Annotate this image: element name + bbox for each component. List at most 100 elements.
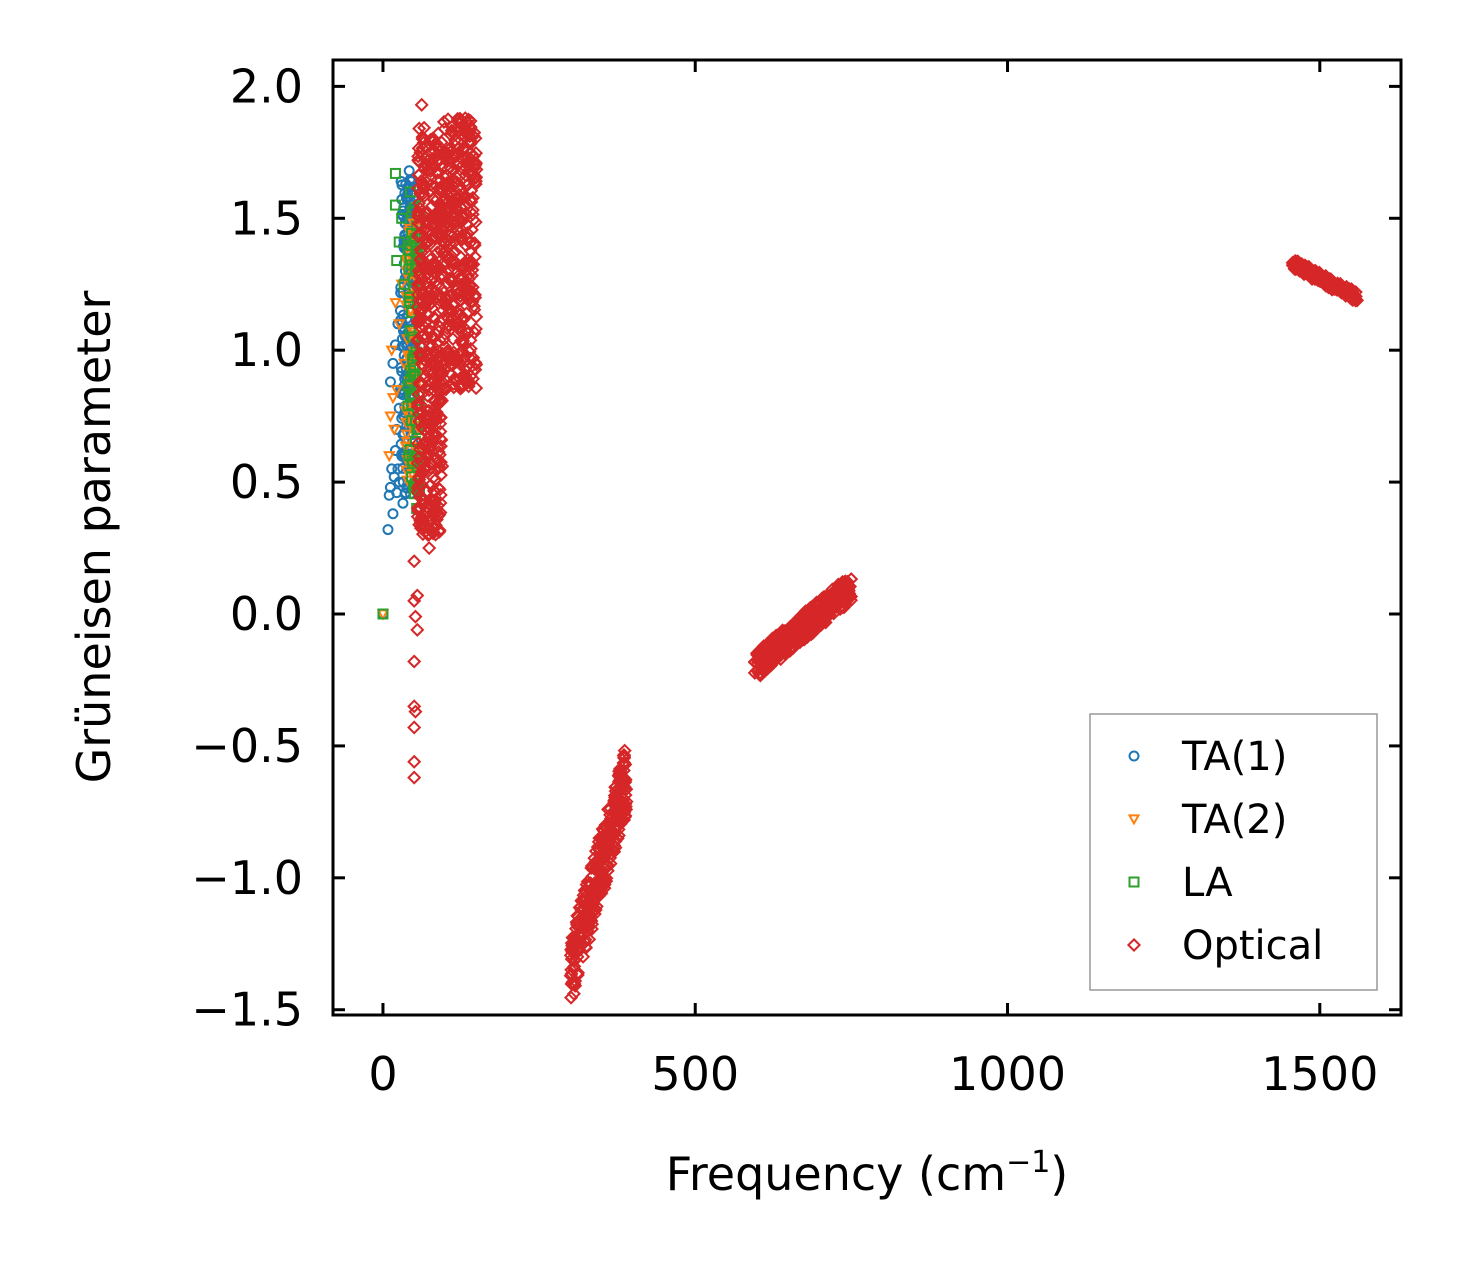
point-optical xyxy=(457,259,472,274)
point-optical xyxy=(618,796,633,811)
point-optical xyxy=(467,158,482,173)
point-ta-1- xyxy=(394,305,406,317)
point-optical xyxy=(412,478,427,493)
point-optical xyxy=(466,350,481,365)
point-optical xyxy=(407,720,422,735)
point-ta-2- xyxy=(399,406,412,418)
point-optical xyxy=(446,317,461,332)
point-ta-1- xyxy=(389,444,401,456)
point-optical xyxy=(1301,259,1316,274)
y-tick-label: 0.0 xyxy=(230,587,303,641)
point-optical xyxy=(466,299,481,314)
point-optical xyxy=(454,325,469,340)
point-optical xyxy=(412,268,427,284)
point-optical xyxy=(407,699,422,714)
point-optical xyxy=(753,649,768,664)
legend-marker-la xyxy=(1128,876,1140,888)
point-optical xyxy=(437,236,452,251)
point-optical xyxy=(437,121,452,136)
point-optical xyxy=(793,632,808,648)
point-ta-1- xyxy=(403,165,415,177)
point-optical xyxy=(413,305,428,320)
point-optical xyxy=(464,268,479,283)
point-optical xyxy=(617,812,632,828)
point-optical xyxy=(428,430,443,445)
point-optical xyxy=(454,380,469,395)
point-optical xyxy=(760,661,775,676)
point-optical xyxy=(407,554,422,569)
point-optical xyxy=(596,839,611,854)
y-tick-label: 1.0 xyxy=(230,323,303,377)
y-tick-label: −0.5 xyxy=(191,719,303,773)
point-optical xyxy=(579,940,594,955)
x-axis-label: Frequency (cm−1) xyxy=(666,1145,1069,1201)
point-la xyxy=(377,608,389,620)
point-optical xyxy=(438,146,453,161)
point-optical xyxy=(591,888,607,904)
point-optical xyxy=(770,646,786,661)
point-optical xyxy=(468,321,483,336)
point-optical xyxy=(466,128,481,143)
point-optical xyxy=(419,329,434,344)
point-optical xyxy=(459,174,474,189)
point-optical xyxy=(611,774,626,789)
point-optical xyxy=(417,209,432,224)
point-optical xyxy=(608,790,623,805)
point-ta-2- xyxy=(390,385,403,397)
point-optical xyxy=(413,186,428,201)
x-axis-label-superscript: −1 xyxy=(1006,1145,1050,1180)
point-la xyxy=(389,167,401,179)
point-ta-1- xyxy=(387,357,399,369)
point-optical xyxy=(786,635,801,650)
point-optical xyxy=(439,168,454,183)
y-tick-label: 2.0 xyxy=(230,59,303,113)
legend-marker-ta-2- xyxy=(1127,814,1141,826)
point-optical xyxy=(463,244,478,259)
point-optical xyxy=(411,141,426,156)
point-optical xyxy=(601,802,616,817)
point-optical xyxy=(437,381,452,396)
point-optical xyxy=(423,260,438,275)
point-optical xyxy=(427,311,442,326)
point-optical xyxy=(450,228,465,244)
point-optical xyxy=(416,189,431,204)
point-optical xyxy=(422,340,437,355)
point-optical xyxy=(460,115,475,130)
point-optical xyxy=(774,642,789,657)
point-ta-1- xyxy=(382,524,394,536)
point-optical xyxy=(453,333,469,348)
point-optical xyxy=(585,860,600,875)
point-optical xyxy=(1348,293,1363,308)
point-optical xyxy=(408,609,423,624)
point-optical xyxy=(451,124,466,139)
point-optical xyxy=(455,214,470,229)
point-optical xyxy=(438,208,453,223)
point-optical xyxy=(840,574,855,589)
point-optical xyxy=(463,341,478,356)
point-optical xyxy=(465,202,480,218)
point-optical xyxy=(412,346,427,361)
point-ta-2- xyxy=(383,451,396,463)
legend-marker-optical xyxy=(1126,937,1142,953)
point-optical xyxy=(419,158,434,173)
y-tick-label: −1.0 xyxy=(191,851,303,905)
point-optical xyxy=(430,498,445,513)
point-optical xyxy=(411,387,426,402)
point-la xyxy=(396,212,408,224)
point-optical xyxy=(460,226,475,241)
point-optical xyxy=(421,233,436,248)
point-optical xyxy=(564,990,579,1005)
point-optical xyxy=(434,393,449,408)
point-optical xyxy=(582,896,597,911)
point-optical xyxy=(564,966,579,981)
point-optical xyxy=(411,229,426,244)
point-optical xyxy=(831,596,846,611)
point-ta-1- xyxy=(391,487,403,499)
point-optical xyxy=(452,111,468,126)
point-ta-2- xyxy=(384,411,397,423)
point-optical xyxy=(438,295,453,310)
x-tick-label: 1000 xyxy=(949,1047,1066,1101)
point-ta-2- xyxy=(388,424,401,436)
point-optical xyxy=(596,850,611,865)
point-optical xyxy=(461,112,476,127)
